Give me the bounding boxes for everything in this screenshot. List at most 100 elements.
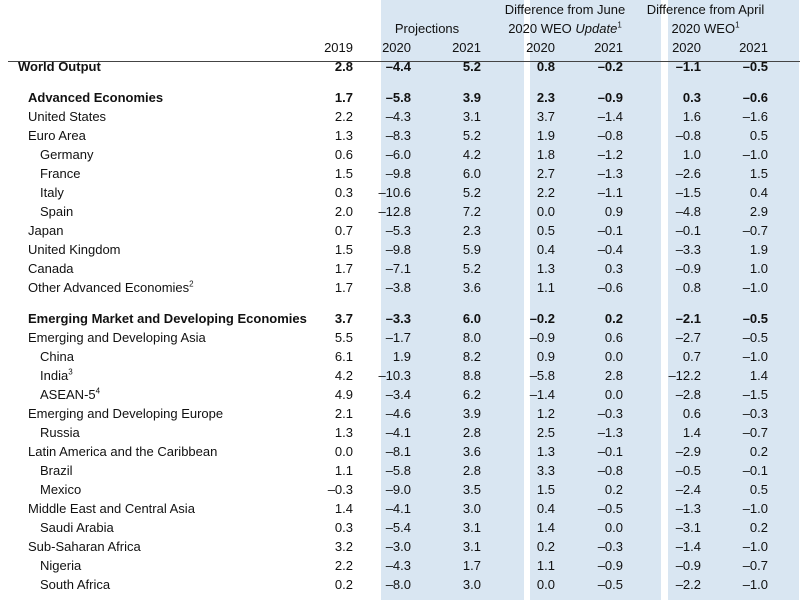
- row-label: China: [40, 349, 74, 364]
- row-label: Mexico: [40, 482, 82, 497]
- value-cell: 0.5: [749, 482, 768, 497]
- value-cell: –12.8: [378, 204, 411, 219]
- value-cell: 1.8: [536, 147, 555, 162]
- value-cell: 2.8: [462, 463, 481, 478]
- value-cell: –9.8: [385, 166, 411, 181]
- table-row: China 6.1 1.9 8.2 0.9 0.0 0.7 –1.0: [0, 347, 800, 366]
- header-rule: [8, 61, 800, 62]
- value-cell: 3.7: [334, 311, 353, 326]
- value-cell: 5.2: [462, 59, 481, 74]
- value-cell: –4.1: [385, 501, 411, 516]
- table-row: South Africa 0.2 –8.0 3.0 0.0 –0.5 –2.2 –1.0: [0, 575, 800, 594]
- value-cell: –2.4: [675, 482, 701, 497]
- table-row: Latin America and the Caribbean 0.0 –8.1 3.…: [0, 442, 800, 461]
- value-cell: –1.0: [742, 147, 768, 162]
- row-label: United Kingdom: [28, 242, 121, 257]
- value-cell: 2.3: [462, 223, 481, 238]
- row-label: Emerging Market and Developing Economies: [28, 311, 307, 326]
- projections-band: [381, 0, 524, 600]
- value-cell: –0.9: [675, 261, 701, 276]
- value-cell: –1.3: [675, 501, 701, 516]
- value-cell: –10.6: [378, 185, 411, 200]
- table-row: Emerging Market and Developing Economies…: [0, 297, 800, 328]
- value-cell: 2.2: [334, 109, 353, 124]
- value-cell: 1.3: [334, 425, 353, 440]
- table-row: Japan 0.7 –5.3 2.3 0.5 –0.1 –0.1 –0.7: [0, 221, 800, 240]
- value-cell: –1.3: [597, 425, 623, 440]
- value-cell: 1.7: [334, 280, 353, 295]
- value-cell: –2.7: [675, 330, 701, 345]
- value-cell: 0.4: [536, 501, 555, 516]
- value-cell: 1.1: [334, 463, 353, 478]
- table-row: Canada 1.7 –7.1 5.2 1.3 0.3 –0.9 1.0: [0, 259, 800, 278]
- value-cell: 3.1: [462, 539, 481, 554]
- value-cell: –3.8: [385, 280, 411, 295]
- value-cell: 3.6: [462, 444, 481, 459]
- table-row: Emerging and Developing Asia 5.5 –1.7 8.0 –0…: [0, 328, 800, 347]
- row-label: Advanced Economies: [28, 90, 164, 105]
- value-cell: 1.4: [682, 425, 701, 440]
- value-cell: –0.8: [675, 128, 701, 143]
- value-cell: 1.9: [749, 242, 768, 257]
- row-label: Emerging and Developing Europe: [28, 406, 224, 421]
- table-row: United Kingdom 1.5 –9.8 5.9 0.4 –0.4 –3.3 1.9: [0, 240, 800, 259]
- value-cell: 2.1: [334, 406, 353, 421]
- value-cell: –3.1: [675, 520, 701, 535]
- row-label: Other Advanced Economies2: [28, 279, 194, 295]
- value-cell: 2.8: [334, 59, 353, 74]
- table-row: ASEAN-54 4.9 –3.4 6.2 –1.4 0.0 –2.8 –1.5: [0, 385, 800, 404]
- value-cell: 0.2: [749, 444, 768, 459]
- value-cell: –0.1: [675, 223, 701, 238]
- value-cell: 0.5: [536, 223, 555, 238]
- value-cell: –7.1: [385, 261, 411, 276]
- value-cell: 1.3: [536, 261, 555, 276]
- value-cell: 3.3: [536, 463, 555, 478]
- row-label: Middle East and Central Asia: [28, 501, 195, 516]
- value-cell: 3.5: [462, 482, 481, 497]
- table-row: India3 4.2 –10.3 8.8 –5.8 2.8 –12.2 1.4: [0, 366, 800, 385]
- value-cell: –0.6: [742, 90, 768, 105]
- value-cell: –0.5: [742, 311, 768, 326]
- value-cell: –2.6: [675, 166, 701, 181]
- value-cell: –1.0: [742, 539, 768, 554]
- value-cell: 6.2: [462, 387, 481, 402]
- value-cell: 0.7: [334, 223, 353, 238]
- value-cell: –0.9: [529, 330, 555, 345]
- value-cell: 0.3: [604, 261, 623, 276]
- value-cell: –5.3: [385, 223, 411, 238]
- value-cell: 2.5: [536, 425, 555, 440]
- value-cell: –0.5: [675, 463, 701, 478]
- value-cell: –0.1: [597, 223, 623, 238]
- value-cell: 3.7: [536, 109, 555, 124]
- row-label: ASEAN-54: [40, 386, 101, 402]
- value-cell: 0.4: [536, 242, 555, 257]
- value-cell: 1.9: [392, 349, 411, 364]
- value-cell: –0.9: [597, 558, 623, 573]
- value-cell: 2.0: [334, 204, 353, 219]
- value-cell: 4.9: [334, 387, 353, 402]
- value-cell: 1.6: [682, 109, 701, 124]
- year-header: 2021: [739, 40, 768, 55]
- value-cell: 0.2: [536, 539, 555, 554]
- row-label: World Output: [18, 59, 101, 74]
- value-cell: –0.3: [327, 482, 353, 497]
- value-cell: –1.4: [529, 387, 555, 402]
- value-cell: –9.8: [385, 242, 411, 257]
- value-cell: 6.1: [334, 349, 353, 364]
- value-cell: 0.0: [536, 204, 555, 219]
- value-cell: 2.3: [536, 90, 555, 105]
- value-cell: 3.6: [462, 280, 481, 295]
- value-cell: 0.8: [536, 59, 555, 74]
- value-cell: 1.9: [536, 128, 555, 143]
- value-cell: –0.8: [597, 128, 623, 143]
- value-cell: –9.0: [385, 482, 411, 497]
- value-cell: 3.2: [334, 539, 353, 554]
- value-cell: –1.5: [742, 387, 768, 402]
- year-header: 2020: [672, 40, 701, 55]
- value-cell: –5.4: [385, 520, 411, 535]
- value-cell: –0.4: [597, 242, 623, 257]
- value-cell: 0.8: [682, 280, 701, 295]
- value-cell: –12.2: [668, 368, 701, 383]
- value-cell: –10.3: [378, 368, 411, 383]
- value-cell: –2.1: [675, 311, 701, 326]
